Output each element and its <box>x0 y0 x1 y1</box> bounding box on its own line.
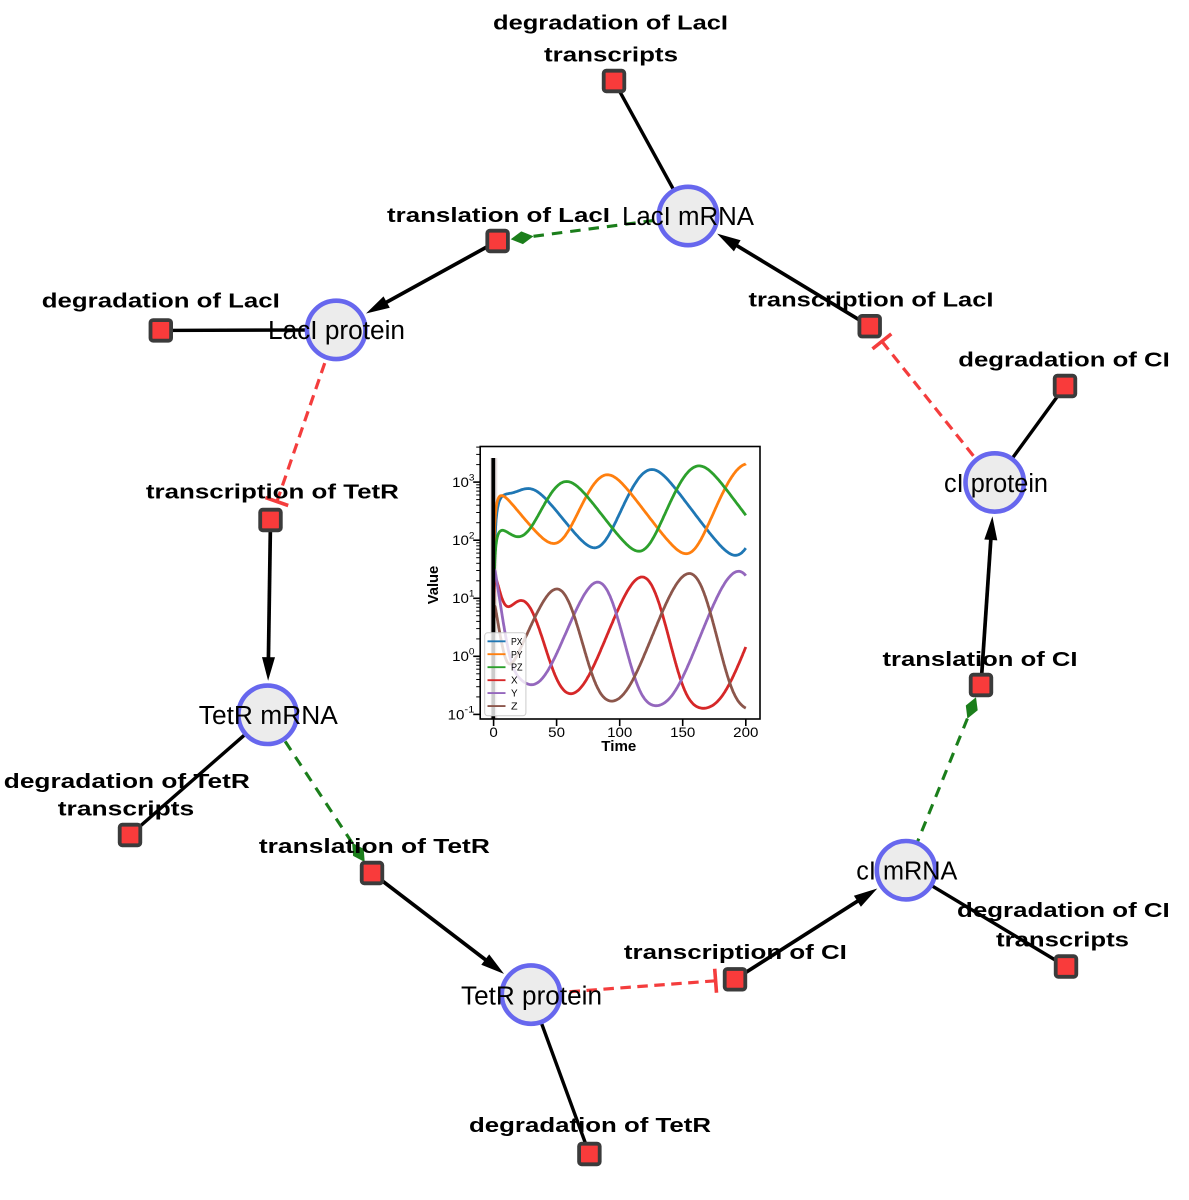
svg-text:1: 1 <box>469 589 475 599</box>
svg-text:TetR mRNA: TetR mRNA <box>199 702 338 730</box>
svg-text:translation of CI: translation of CI <box>883 648 1078 671</box>
svg-text:PY: PY <box>511 650 523 661</box>
svg-text:transcription of CI: transcription of CI <box>624 941 847 964</box>
svg-text:cI protein: cI protein <box>944 470 1048 498</box>
svg-text:10: 10 <box>448 707 465 722</box>
svg-text:degradation of LacI: degradation of LacI <box>42 289 280 312</box>
svg-text:-1: -1 <box>464 705 474 715</box>
svg-text:Z: Z <box>511 702 518 713</box>
svg-text:Time: Time <box>601 739 636 755</box>
svg-text:degradation of CI: degradation of CI <box>957 899 1170 922</box>
svg-text:translation of TetR: translation of TetR <box>259 835 490 858</box>
svg-text:150: 150 <box>670 725 696 740</box>
svg-text:transcription of TetR: transcription of TetR <box>146 481 399 504</box>
svg-text:10: 10 <box>452 475 469 490</box>
svg-text:degradation of LacI: degradation of LacI <box>493 11 728 34</box>
svg-text:LacI mRNA: LacI mRNA <box>622 203 754 231</box>
svg-text:transcripts: transcripts <box>544 43 678 66</box>
svg-text:X: X <box>511 676 518 687</box>
svg-text:TetR protein: TetR protein <box>461 983 602 1011</box>
svg-text:degradation of CI: degradation of CI <box>958 348 1170 371</box>
svg-text:translation of LacI: translation of LacI <box>387 204 610 227</box>
svg-text:2: 2 <box>469 530 475 540</box>
svg-text:transcription of LacI: transcription of LacI <box>749 288 994 311</box>
svg-text:10: 10 <box>452 649 469 664</box>
svg-text:Y: Y <box>511 689 518 700</box>
svg-text:cI mRNA: cI mRNA <box>856 858 957 886</box>
svg-text:LacI protein: LacI protein <box>268 317 405 345</box>
svg-text:50: 50 <box>548 725 565 740</box>
svg-text:degradation of TetR: degradation of TetR <box>469 1114 711 1137</box>
svg-text:200: 200 <box>733 725 759 740</box>
svg-text:3: 3 <box>469 472 475 482</box>
svg-text:100: 100 <box>607 725 633 740</box>
svg-text:PZ: PZ <box>511 663 523 674</box>
svg-text:Value: Value <box>426 566 442 605</box>
svg-text:transcripts: transcripts <box>58 797 195 820</box>
svg-text:10: 10 <box>452 591 469 606</box>
svg-text:0: 0 <box>489 725 498 740</box>
svg-text:10: 10 <box>452 533 469 548</box>
svg-text:0: 0 <box>469 647 475 657</box>
svg-text:transcripts: transcripts <box>996 929 1129 952</box>
svg-text:degradation of TetR: degradation of TetR <box>4 770 250 793</box>
svg-text:PX: PX <box>511 637 523 648</box>
